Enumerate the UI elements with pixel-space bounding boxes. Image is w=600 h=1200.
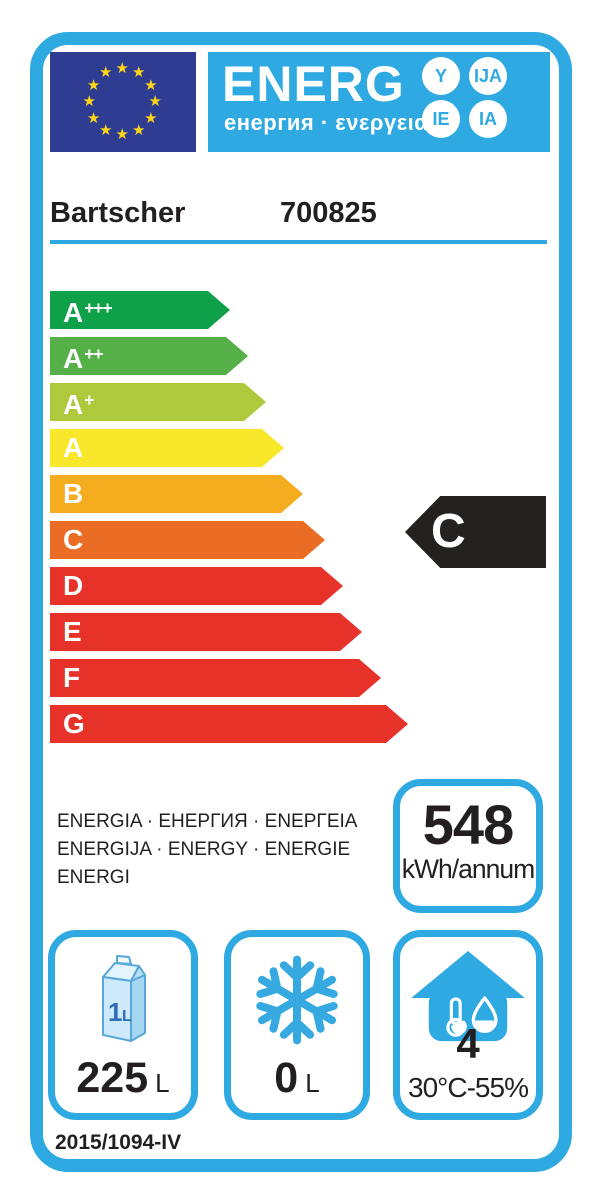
consumption-value: 548 [422, 793, 514, 856]
fridge-volume-value: 225 [76, 1054, 149, 1102]
carton-volume-unit: L [122, 1008, 132, 1025]
current-rating-arrow: C [405, 496, 546, 568]
rating-bar-appp: A+++ [50, 291, 230, 329]
energ-badge-ie: IE [422, 100, 460, 138]
eu-flag-star: ★ [144, 76, 158, 94]
energ-header: ENERG енергия · ενεργεια Y IJA IE IA [208, 52, 550, 152]
energ-badge-ija: IJA [469, 57, 507, 95]
rating-bar-label: E [63, 616, 82, 647]
climate-class-range: 30°C-55% [408, 1072, 529, 1103]
freezer-volume-unit: L [305, 1068, 320, 1098]
consumption-unit: kWh/annum [401, 854, 535, 884]
snowflake-icon [256, 955, 338, 1045]
rating-bar-ap: A+ [50, 383, 266, 421]
fridge-volume-unit: L [155, 1068, 170, 1098]
energ-logo-text: ENERG [222, 56, 405, 112]
rating-bar-label: D [63, 570, 84, 601]
eu-flag-star: ★ [86, 76, 101, 94]
rating-bar-label: G [63, 708, 85, 739]
rating-bar-app: A++ [50, 337, 248, 375]
rating-bar-b: B [50, 475, 303, 513]
eu-flag-star: ★ [82, 93, 96, 110]
model-number: 700825 [280, 197, 377, 229]
current-rating-letter: C [431, 505, 466, 558]
energ-badge-y: Y [422, 57, 460, 95]
annual-consumption-box: 548 kWh/annum [393, 779, 543, 913]
fridge-volume-box: 1 L 225 L [48, 930, 198, 1120]
rating-bar-label: A+++ [63, 296, 112, 328]
rating-bar-a: A [50, 429, 284, 467]
rating-bar-d: D [50, 567, 343, 605]
energy-word-lines: ENERGIA · ЕНЕРГИЯ · ΕΝΕΡΓΕΙΑ ENERGIJA · … [57, 808, 357, 892]
rating-bar-g: G [50, 705, 408, 743]
regulation-number: 2015/1094-IV [55, 1131, 182, 1154]
eu-flag-star: ★ [144, 109, 158, 127]
eu-flag-star: ★ [115, 60, 129, 77]
house-climate-icon [411, 950, 525, 1042]
eu-flag: ★ ★ ★ ★ ★ ★ ★ ★ ★ ★ ★ ★ [50, 52, 196, 152]
energy-words-line-1: ENERGIA · ЕНЕРГИЯ · ΕΝΕΡΓΕΙΑ [57, 811, 358, 832]
fridge-volume: 225 L [55, 1054, 191, 1103]
freezer-volume-value: 0 [274, 1054, 299, 1102]
eu-flag-star: ★ [86, 109, 101, 127]
energy-words-line-3: ENERGI [57, 867, 130, 888]
climate-class-value: 4 [456, 1020, 480, 1067]
rating-scale: A+++ A++ A+ A B C D E F G [50, 291, 408, 751]
rating-bar-label: A+ [63, 388, 94, 420]
eu-flag-star: ★ [132, 121, 146, 139]
rating-bar-f: F [50, 659, 381, 697]
eu-flag-star: ★ [99, 121, 113, 139]
rating-bar-c: C [50, 521, 325, 559]
energy-words-line-2: ENERGIJA · ENERGY · ENERGIE [57, 839, 351, 860]
label-border [30, 32, 572, 1172]
carton-volume-label: 1 [108, 997, 122, 1027]
rating-bar-label: C [63, 524, 84, 555]
eu-flag-star: ★ [132, 64, 146, 82]
energ-logo-subtitle: енергия · ενεργεια [224, 110, 429, 135]
rating-bar-e: E [50, 613, 362, 651]
rating-bar-label: F [63, 662, 81, 693]
eu-flag-star: ★ [99, 64, 113, 82]
eu-flag-star: ★ [148, 93, 162, 110]
rating-bar-label: B [63, 478, 84, 509]
brand-name: Bartscher [50, 197, 186, 229]
energ-badge-ia: IA [469, 100, 507, 138]
rating-bar-label: A [63, 432, 84, 463]
eu-flag-star: ★ [115, 126, 129, 143]
header-divider [50, 240, 547, 244]
climate-class-box: 4 30°C-55% [393, 930, 543, 1120]
milk-carton-icon: 1 L [102, 955, 146, 1042]
rating-bar-label: A++ [63, 342, 103, 374]
